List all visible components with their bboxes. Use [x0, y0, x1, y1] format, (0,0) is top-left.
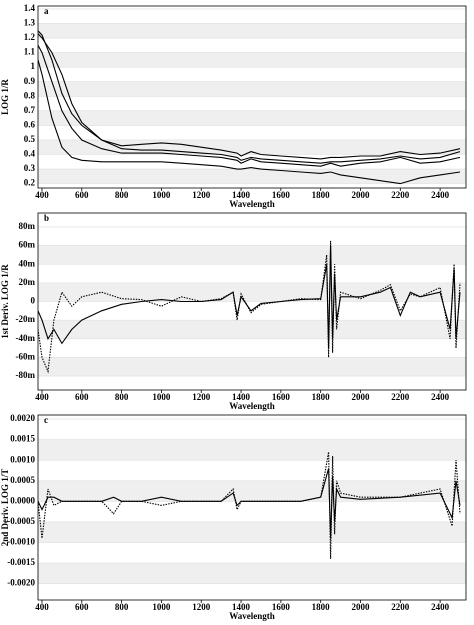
x-axis-label: Wavelength: [229, 199, 275, 209]
y-tick-label: 0.9: [24, 76, 36, 86]
x-tick-label: 1200: [192, 392, 211, 402]
grid-band: [38, 81, 466, 97]
y-tick-label: 1.3: [24, 18, 36, 28]
y-axis-label: 2nd Deriv. LOG 1/T: [0, 469, 10, 547]
panel-label: a: [44, 6, 49, 16]
series-line: [38, 240, 461, 374]
x-tick-label: 600: [75, 190, 89, 200]
x-tick-label: 1400: [232, 190, 251, 200]
grid-band: [38, 110, 466, 126]
x-tick-label: 400: [35, 602, 49, 612]
grid-band: [38, 357, 466, 377]
y-tick-label: 0.0015: [10, 434, 35, 444]
y-tick-label: -60m: [16, 351, 36, 361]
x-tick-label: 1000: [152, 602, 171, 612]
y-tick-label: 1.4: [24, 3, 36, 13]
y-tick-label: 1.2: [24, 32, 36, 42]
y-tick-label: 0.0010: [10, 454, 35, 464]
y-tick-label: -0.0015: [7, 557, 35, 567]
grid-band: [38, 169, 466, 184]
grid-band: [38, 245, 466, 265]
panel-label: b: [44, 213, 49, 223]
x-tick-label: 600: [75, 602, 89, 612]
x-tick-label: 800: [115, 392, 129, 402]
x-axis-label: Wavelength: [229, 401, 275, 411]
x-tick-label: 600: [75, 392, 89, 402]
x-tick-label: 1400: [232, 602, 251, 612]
y-tick-label: 0.8: [24, 90, 36, 100]
x-tick-label: 1600: [272, 602, 291, 612]
x-tick-label: 2000: [351, 602, 370, 612]
series-line: [38, 45, 461, 167]
y-tick-label: 40m: [19, 258, 36, 268]
y-tick-label: 0.0005: [10, 475, 35, 485]
x-tick-label: 1600: [272, 392, 291, 402]
x-axis-label: Wavelength: [229, 611, 275, 621]
series-line: [38, 30, 461, 160]
x-tick-label: 2400: [431, 602, 450, 612]
plot-frame: [37, 5, 467, 189]
y-tick-label: 60m: [19, 240, 36, 250]
x-tick-label: 2000: [351, 392, 370, 402]
y-tick-label: -40m: [16, 333, 36, 343]
y-tick-label: -0.0010: [7, 537, 35, 547]
series-line: [38, 59, 461, 185]
x-tick-label: 1800: [312, 190, 331, 200]
y-tick-label: 80m: [19, 221, 36, 231]
y-axis-label: 1st Deriv. LOG 1/R: [0, 264, 10, 339]
y-tick-label: 0.5: [24, 134, 36, 144]
plot-frame: [37, 414, 467, 601]
y-tick-label: 0.4: [24, 149, 36, 159]
x-tick-label: 2200: [391, 602, 410, 612]
x-tick-label: 2000: [351, 190, 370, 200]
x-tick-label: 2200: [391, 392, 410, 402]
x-tick-label: 2200: [391, 190, 410, 200]
grid-band: [38, 521, 466, 543]
y-axis-label: LOG 1/R: [0, 79, 10, 115]
x-tick-label: 1800: [312, 602, 331, 612]
grid-band: [38, 320, 466, 339]
grid-band: [38, 23, 466, 39]
grid-band: [38, 52, 466, 68]
y-tick-label: 20m: [19, 277, 36, 287]
y-tick-label: 1.1: [24, 47, 36, 57]
x-tick-label: 800: [115, 602, 129, 612]
y-tick-label: 0.7: [24, 105, 36, 115]
y-tick-label: 1: [31, 61, 36, 71]
x-tick-label: 1600: [272, 190, 291, 200]
y-tick-label: -0.0005: [7, 516, 35, 526]
y-tick-label: -80m: [16, 370, 36, 380]
x-tick-label: 2400: [431, 190, 450, 200]
y-tick-label: -0.0020: [7, 578, 35, 588]
x-tick-label: 1200: [192, 190, 211, 200]
y-tick-label: 0.2: [24, 178, 36, 188]
x-tick-label: 1000: [152, 392, 171, 402]
series-line: [38, 451, 461, 559]
x-tick-label: 1200: [192, 602, 211, 612]
grid-band: [38, 439, 466, 461]
grid-band: [38, 563, 466, 584]
x-tick-label: 1800: [312, 392, 331, 402]
series-line: [38, 33, 461, 164]
x-tick-label: 800: [115, 190, 129, 200]
x-tick-label: 400: [35, 392, 49, 402]
y-tick-label: -20m: [16, 314, 36, 324]
x-tick-label: 1400: [232, 392, 251, 402]
y-tick-label: 0.3: [24, 163, 36, 173]
x-tick-label: 1000: [152, 190, 171, 200]
y-tick-label: 0: [31, 296, 36, 306]
panel-label: c: [44, 415, 48, 425]
x-tick-label: 2400: [431, 392, 450, 402]
y-tick-label: 0.0020: [10, 413, 35, 423]
x-tick-label: 400: [35, 190, 49, 200]
y-tick-label: 0.0000: [10, 495, 35, 505]
plot-frame: [37, 212, 467, 391]
grid-band: [38, 480, 466, 502]
y-tick-label: 0.6: [24, 119, 36, 129]
